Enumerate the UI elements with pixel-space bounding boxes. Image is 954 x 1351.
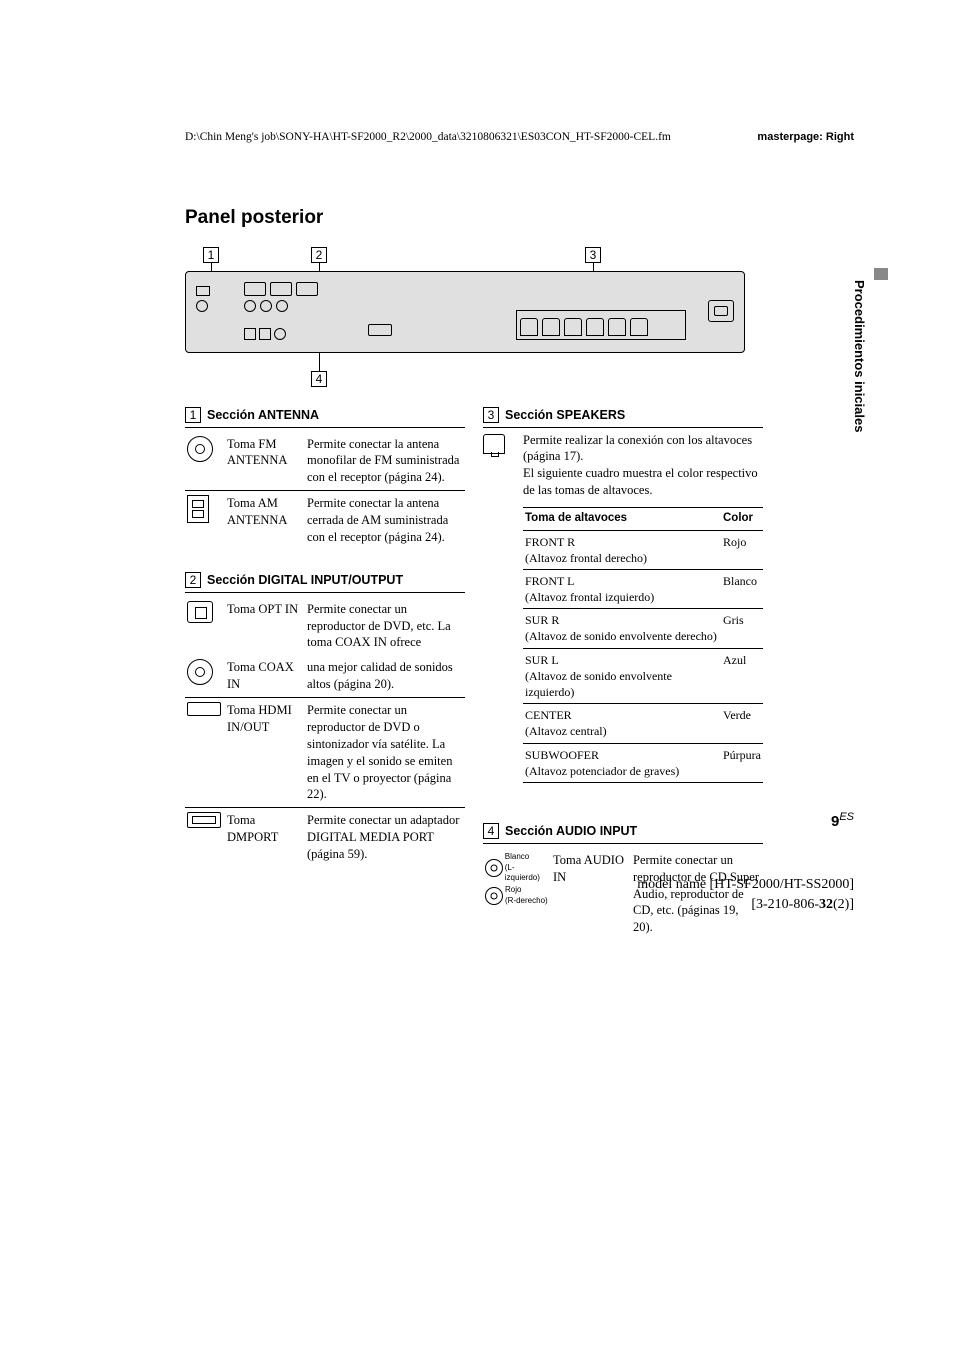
jack-desc: Permite conectar un reproductor de DVD o…: [305, 698, 465, 808]
table-row: Toma COAX IN una mejor calidad de sonido…: [185, 655, 465, 697]
coax-jack-icon: [187, 659, 213, 685]
header-meta: D:\Chin Meng's job\SONY-HA\HT-SF2000_R2\…: [185, 130, 854, 145]
jack-name: Toma FM ANTENNA: [225, 432, 305, 491]
speaker-terminal-icon: [483, 434, 505, 454]
rear-panel-diagram: 1 2 3 4: [185, 243, 745, 393]
section-num: 1: [185, 407, 201, 423]
table-row: SUR R(Altavoz de sonido envolvente derec…: [523, 609, 763, 648]
callout-3: 3: [585, 247, 601, 263]
rca-pair-icon: Blanco(L-izquierdo) Rojo(R-derecho): [485, 852, 549, 907]
section-num: 3: [483, 407, 499, 423]
section-title: Sección AUDIO INPUT: [505, 823, 637, 840]
hdmi-jack-icon: [187, 702, 221, 716]
table-row: Toma FM ANTENNA Permite conectar la ante…: [185, 432, 465, 491]
am-jack-icon: [187, 495, 209, 523]
jack-desc: Permite conectar la antena cerrada de AM…: [305, 491, 465, 550]
jack-name: Toma COAX IN: [225, 655, 305, 697]
section-title: Sección DIGITAL INPUT/OUTPUT: [207, 572, 403, 589]
antenna-table: Toma FM ANTENNA Permite conectar la ante…: [185, 432, 465, 550]
jack-desc: Permite conectar la antena monofilar de …: [305, 432, 465, 491]
table-row: FRONT L(Altavoz frontal izquierdo)Blanco: [523, 569, 763, 608]
digital-table: Toma OPT IN Permite conectar un reproduc…: [185, 597, 465, 867]
section-num: 2: [185, 572, 201, 588]
jack-name: Toma AM ANTENNA: [225, 491, 305, 550]
callout-2: 2: [311, 247, 327, 263]
table-row: CENTER(Altavoz central)Verde: [523, 704, 763, 743]
masterpage-label: masterpage: Right: [757, 130, 854, 145]
table-row: SUR L(Altavoz de sonido envolvente izqui…: [523, 648, 763, 704]
page-number: 9ES: [831, 810, 854, 832]
section-title: Sección SPEAKERS: [505, 407, 625, 424]
side-tab-marker: [874, 268, 888, 280]
table-row: SUBWOOFER(Altavoz potenciador de graves)…: [523, 743, 763, 782]
jack-name: Toma AUDIO IN: [551, 848, 631, 940]
callout-1: 1: [203, 247, 219, 263]
section-speakers: 3 Sección SPEAKERS Permite realizar la c…: [483, 407, 763, 801]
file-path: D:\Chin Meng's job\SONY-HA\HT-SF2000_R2\…: [185, 130, 671, 145]
jack-name: Toma HDMI IN/OUT: [225, 698, 305, 808]
footer-model: model name [HT-SF2000/HT-SS2000] [3-210-…: [637, 875, 854, 914]
section-num: 4: [483, 823, 499, 839]
opt-jack-icon: [187, 601, 213, 623]
table-row: Toma HDMI IN/OUT Permite conectar un rep…: [185, 698, 465, 808]
th-jack: Toma de altavoces: [523, 508, 721, 531]
table-row: FRONT R(Altavoz frontal derecho)Rojo: [523, 530, 763, 569]
page-title: Panel posterior: [185, 205, 854, 231]
jack-desc: una mejor calidad de sonidos altos (pági…: [305, 655, 465, 697]
section-antenna: 1 Sección ANTENNA Toma FM ANTENNA Permit…: [185, 407, 465, 550]
th-color: Color: [721, 508, 763, 531]
side-tab: Procedimientos iniciales: [850, 280, 868, 432]
dmport-jack-icon: [187, 812, 221, 828]
fm-jack-icon: [187, 436, 213, 462]
jack-name: Toma OPT IN: [225, 597, 305, 656]
jack-desc: Permite conectar un adaptador DIGITAL ME…: [305, 808, 465, 867]
table-row: Toma AM ANTENNA Permite conectar la ante…: [185, 491, 465, 550]
table-row: Toma DMPORT Permite conectar un adaptado…: [185, 808, 465, 867]
jack-name: Toma DMPORT: [225, 808, 305, 867]
callout-4: 4: [311, 371, 327, 387]
table-row: Toma OPT IN Permite conectar un reproduc…: [185, 597, 465, 656]
speakers-table: Toma de altavoces Color FRONT R(Altavoz …: [523, 507, 763, 783]
speakers-intro: Permite realizar la conexión con los alt…: [523, 432, 763, 500]
jack-desc: Permite conectar un reproductor de DVD, …: [305, 597, 465, 656]
section-digital: 2 Sección DIGITAL INPUT/OUTPUT Toma OPT …: [185, 572, 465, 867]
section-title: Sección ANTENNA: [207, 407, 319, 424]
